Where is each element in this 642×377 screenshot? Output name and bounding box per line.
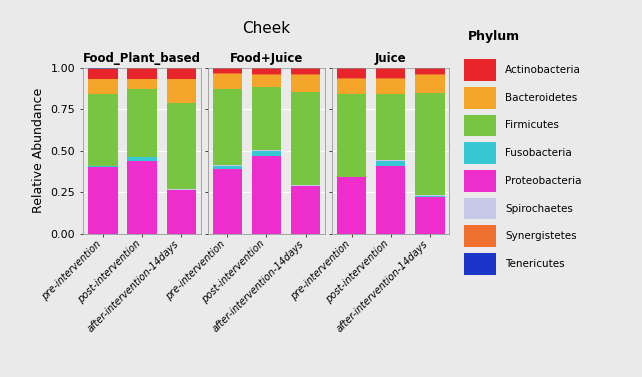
Bar (128, 161, 157, 234)
Bar (128, 89, 157, 158)
Text: Synergistetes: Synergistetes (505, 231, 577, 241)
Bar (291, 68, 320, 75)
Bar (252, 75, 281, 87)
Text: Phylum: Phylum (468, 30, 520, 43)
Bar (464, 143, 496, 164)
Bar (415, 93, 444, 195)
Bar (464, 87, 496, 109)
Bar (415, 196, 444, 197)
Bar (415, 195, 444, 196)
Bar (213, 89, 242, 165)
Bar (213, 68, 242, 73)
Bar (166, 79, 196, 80)
Bar (376, 166, 405, 234)
Bar (291, 92, 320, 185)
Text: Tenericutes: Tenericutes (505, 259, 564, 269)
Bar (166, 68, 196, 79)
Bar (166, 103, 196, 189)
Bar (376, 68, 405, 78)
Bar (252, 68, 281, 75)
Y-axis label: Relative Abundance: Relative Abundance (32, 88, 45, 213)
Text: Actinobacteria: Actinobacteria (505, 65, 581, 75)
Bar (89, 94, 117, 166)
Bar (213, 74, 242, 89)
Bar (213, 169, 242, 234)
Bar (213, 73, 242, 74)
Bar (128, 68, 157, 79)
Bar (337, 79, 367, 93)
Text: Bacteroidetes: Bacteroidetes (505, 93, 577, 103)
Bar (376, 161, 405, 166)
Bar (291, 75, 320, 92)
Bar (252, 151, 281, 156)
Bar (337, 68, 367, 78)
Bar (376, 93, 405, 160)
Bar (291, 187, 320, 234)
Bar (89, 79, 117, 80)
Bar (337, 93, 367, 176)
Bar (166, 80, 196, 103)
Bar (415, 68, 444, 75)
Bar (128, 79, 157, 80)
Bar (166, 189, 196, 190)
Bar (464, 170, 496, 192)
Bar (337, 176, 367, 177)
Bar (128, 80, 157, 89)
Bar (464, 253, 496, 275)
Bar (252, 87, 281, 150)
Bar (464, 225, 496, 247)
Bar (252, 150, 281, 151)
Bar (213, 166, 242, 169)
Bar (89, 69, 117, 79)
Bar (415, 75, 444, 93)
Bar (376, 79, 405, 93)
Bar (89, 68, 117, 69)
Bar (252, 156, 281, 234)
Text: Firmicutes: Firmicutes (505, 120, 559, 130)
Bar (291, 185, 320, 187)
Bar (337, 78, 367, 79)
Bar (376, 78, 405, 79)
Bar (415, 197, 444, 234)
Bar (128, 158, 157, 161)
Bar (89, 166, 117, 167)
Bar (89, 80, 117, 94)
Text: Proteobacteria: Proteobacteria (505, 176, 582, 186)
Bar (464, 59, 496, 81)
Text: Cheek: Cheek (243, 21, 290, 36)
Text: Fusobacteria: Fusobacteria (505, 148, 571, 158)
Bar (337, 177, 367, 234)
Bar (464, 198, 496, 219)
Bar (376, 160, 405, 161)
Text: Spirochaetes: Spirochaetes (505, 204, 573, 213)
Bar (89, 167, 117, 234)
Bar (464, 115, 496, 136)
Bar (166, 190, 196, 234)
Bar (213, 165, 242, 166)
